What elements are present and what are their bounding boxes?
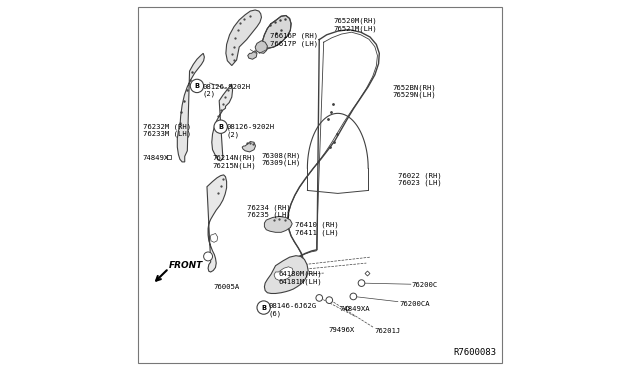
Text: 7652BN(RH)
76529N(LH): 7652BN(RH) 76529N(LH) (392, 84, 436, 99)
Polygon shape (274, 267, 293, 280)
Polygon shape (207, 175, 227, 272)
Polygon shape (248, 51, 257, 59)
Polygon shape (177, 53, 204, 162)
Polygon shape (242, 141, 255, 152)
Text: 76234 (RH)
76235 (LH): 76234 (RH) 76235 (LH) (246, 204, 291, 218)
Polygon shape (264, 217, 292, 232)
Polygon shape (255, 41, 268, 53)
Text: 76022 (RH)
76023 (LH): 76022 (RH) 76023 (LH) (398, 172, 442, 186)
Circle shape (214, 120, 227, 134)
Text: 08126-9202H
(2): 08126-9202H (2) (227, 124, 275, 138)
Text: 08146-6J62G
(6): 08146-6J62G (6) (269, 304, 317, 317)
Polygon shape (264, 256, 308, 294)
Text: 64180M(RH)
64181M(LH): 64180M(RH) 64181M(LH) (278, 271, 323, 285)
Polygon shape (226, 10, 262, 65)
Text: 76520M(RH)
76521M(LH): 76520M(RH) 76521M(LH) (333, 18, 377, 32)
Circle shape (316, 295, 323, 301)
Polygon shape (211, 234, 218, 242)
Circle shape (358, 280, 365, 286)
Text: 76200CA: 76200CA (400, 301, 430, 307)
Text: B: B (261, 305, 266, 311)
Text: 74849X: 74849X (143, 155, 169, 161)
Circle shape (257, 301, 270, 314)
Circle shape (326, 297, 333, 304)
Text: 76410 (RH)
76411 (LH): 76410 (RH) 76411 (LH) (295, 222, 339, 235)
Text: 76200C: 76200C (412, 282, 438, 288)
Polygon shape (262, 16, 291, 48)
Text: FRONT: FRONT (169, 262, 203, 270)
Text: 76005A: 76005A (213, 284, 239, 290)
Circle shape (190, 79, 204, 93)
Bar (166, 155, 171, 159)
Polygon shape (212, 84, 232, 161)
Text: 74849XA: 74849XA (339, 306, 370, 312)
Text: B: B (218, 124, 223, 130)
Text: 76616P (RH)
76617P (LH): 76616P (RH) 76617P (LH) (270, 33, 318, 46)
Text: 76308(RH)
76309(LH): 76308(RH) 76309(LH) (262, 152, 301, 166)
Circle shape (350, 293, 356, 300)
Circle shape (204, 252, 212, 261)
Text: 76201J: 76201J (375, 328, 401, 334)
Text: 08126-9202H
(2): 08126-9202H (2) (202, 84, 250, 97)
Text: B: B (195, 83, 200, 89)
Text: 76232M (RH)
76233M (LH): 76232M (RH) 76233M (LH) (143, 124, 191, 137)
Text: R7600083: R7600083 (453, 348, 496, 357)
Text: 79496X: 79496X (328, 327, 355, 333)
Text: 76214N(RH)
76215N(LH): 76214N(RH) 76215N(LH) (212, 155, 256, 169)
